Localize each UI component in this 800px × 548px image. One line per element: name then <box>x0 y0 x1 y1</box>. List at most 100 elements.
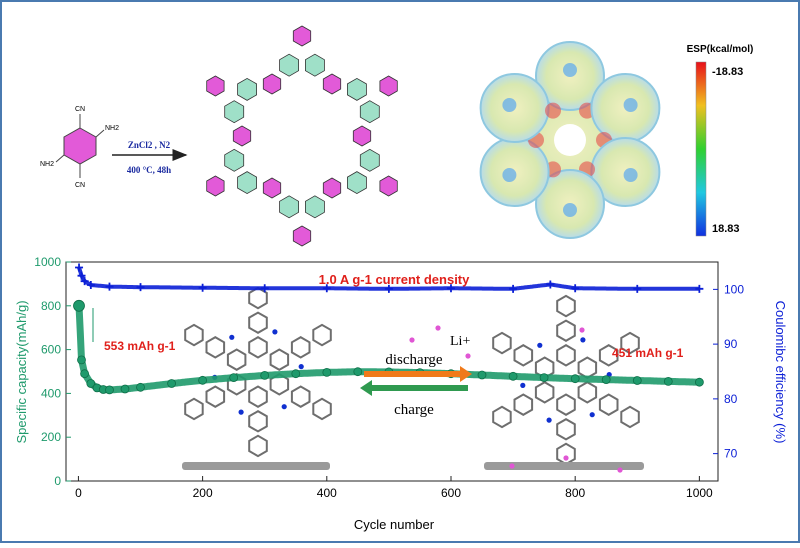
molecule-ring <box>248 286 268 310</box>
lithium-ion <box>409 337 415 343</box>
capacity-point <box>229 373 239 383</box>
molecule-ring <box>290 336 311 359</box>
molecule-ring <box>248 385 268 408</box>
molecule-ring <box>269 348 290 371</box>
final-capacity-label: 451 mAh g-1 <box>612 346 684 360</box>
capacity-point <box>632 376 642 385</box>
y-left-tick-label: 400 <box>41 386 61 400</box>
molecule-ring <box>513 344 534 367</box>
lithium-ion <box>509 463 515 469</box>
lithium-ion <box>563 455 569 461</box>
capacity-point <box>570 374 580 384</box>
molecule-ring <box>248 434 268 458</box>
esp-pore <box>554 124 586 156</box>
y-right-tick-label: 70 <box>724 447 738 461</box>
nitrogen-atom <box>298 364 304 370</box>
nitrogen-atom <box>229 334 235 340</box>
linker-benzene-ring <box>322 73 342 95</box>
molecule-ring <box>513 393 534 416</box>
charge-arrow-head <box>360 380 372 396</box>
esp-negative-region <box>623 98 638 112</box>
esp-title: ESP(kcal/mol) <box>687 44 754 55</box>
efficiency-point <box>136 283 145 292</box>
cof-framework-structure <box>206 25 398 247</box>
reactant-bond <box>55 154 65 163</box>
discharge-label: discharge <box>385 352 443 368</box>
esp-negative-region <box>623 168 638 182</box>
capacity-point <box>136 382 145 392</box>
molecule-ring <box>184 323 204 347</box>
esp-positive-region <box>545 102 561 119</box>
capacity-point <box>477 370 487 380</box>
y-right-tick-label: 90 <box>724 337 738 351</box>
efficiency-point <box>571 284 580 293</box>
molecule-ring <box>534 381 555 404</box>
capacity-point <box>539 373 549 383</box>
benzene-ring <box>292 25 312 47</box>
molecule-ring <box>492 405 512 429</box>
efficiency-point <box>695 284 704 293</box>
molecule-ring <box>205 336 226 359</box>
capacity-point <box>695 377 704 387</box>
molecule-ring <box>184 397 204 421</box>
nitrogen-atom <box>520 382 526 388</box>
esp-negative-region <box>563 203 577 217</box>
efficiency-point <box>633 284 642 293</box>
linker-benzene-ring <box>232 125 252 147</box>
molecule-ring <box>556 294 576 318</box>
y-right-tick-label: 100 <box>724 282 744 296</box>
molecule-ring <box>620 405 640 429</box>
x-tick-label: 800 <box>565 486 585 500</box>
capacity-point <box>167 379 177 388</box>
y-left-axis-label: Specific capacity(mAh/g) <box>14 300 29 443</box>
capacity-point <box>105 385 114 395</box>
esp-min-label: 18.83 <box>712 223 740 235</box>
reaction-conditions: 400 °C, 48h <box>127 165 171 175</box>
molecule-ring <box>312 397 332 421</box>
lithium-ion <box>617 467 623 473</box>
capacity-point <box>260 370 270 380</box>
molecule-ring <box>556 344 576 367</box>
nitrogen-atom <box>546 417 552 423</box>
x-axis-label: Cycle number <box>354 517 435 532</box>
side-view-molecule <box>182 462 330 470</box>
benzene-ring <box>379 175 398 197</box>
molecule-ring <box>620 331 640 355</box>
molecule-ring <box>312 323 332 347</box>
molecule-ring <box>205 385 226 408</box>
y-left-tick-label: 800 <box>41 299 61 313</box>
triazine-ring <box>346 171 367 195</box>
benzene-ring <box>206 175 225 197</box>
cycling-chart: 0 200 400 600 800 1000 0 200 400 600 800 1000 70 80 90… <box>14 255 788 532</box>
reactant-cn-top-label: CN <box>75 106 85 113</box>
capacity-point <box>73 299 85 312</box>
triazine-ring <box>224 100 245 124</box>
capacity-point <box>663 376 673 386</box>
capacity-point <box>353 367 363 377</box>
nitrogen-atom <box>281 404 287 410</box>
efficiency-point <box>198 283 207 292</box>
linker-benzene-ring <box>352 125 372 147</box>
molecule-ring <box>556 393 576 416</box>
discharge-arrow-head <box>460 366 472 382</box>
efficiency-point <box>446 284 455 293</box>
x-tick-label: 200 <box>193 486 213 500</box>
efficiency-point <box>77 271 86 280</box>
triazine-ring <box>237 171 258 195</box>
nitrogen-atom <box>537 342 543 348</box>
capacity-point <box>80 369 89 379</box>
capacity-point <box>291 369 301 379</box>
efficiency-point <box>546 280 555 289</box>
reactant-molecule: CN NH2 NH2 CN <box>40 106 119 189</box>
y-right-tick-label: 80 <box>724 392 738 406</box>
triazine-ring <box>359 148 380 172</box>
y-right-axis-label: Coulomibc efficiency (%) <box>773 301 788 444</box>
esp-map: ESP(kcal/mol) -18.83 18.83 <box>479 41 754 239</box>
esp-negative-region <box>502 168 517 182</box>
lithium-ion <box>435 325 441 331</box>
lithium-ion <box>465 353 471 359</box>
efficiency-point <box>86 280 95 289</box>
molecule-ring <box>269 373 290 396</box>
